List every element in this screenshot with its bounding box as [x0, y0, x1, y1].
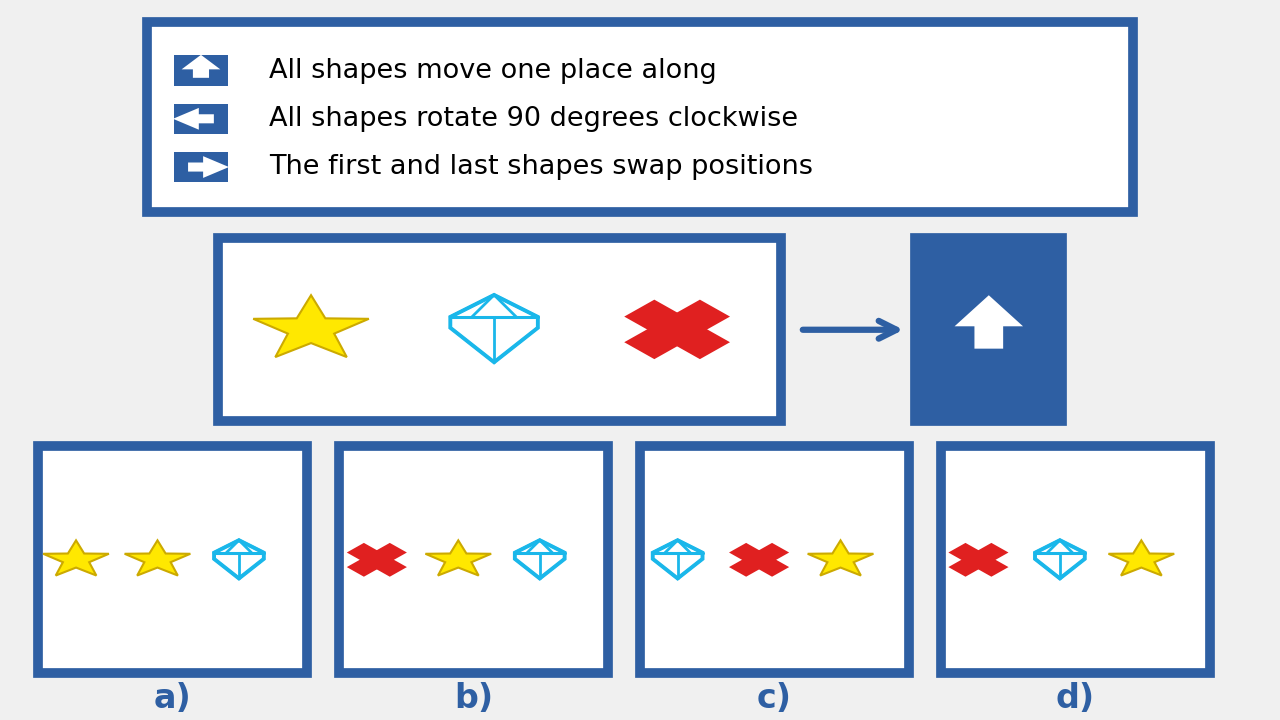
- Polygon shape: [625, 300, 730, 359]
- FancyBboxPatch shape: [218, 238, 781, 421]
- FancyBboxPatch shape: [174, 152, 228, 182]
- FancyBboxPatch shape: [339, 446, 608, 673]
- Text: c): c): [756, 682, 792, 715]
- Polygon shape: [653, 540, 703, 578]
- Polygon shape: [347, 543, 407, 577]
- Polygon shape: [955, 295, 1023, 348]
- FancyBboxPatch shape: [174, 104, 228, 134]
- FancyBboxPatch shape: [915, 238, 1062, 421]
- Text: All shapes rotate 90 degrees clockwise: All shapes rotate 90 degrees clockwise: [269, 106, 797, 132]
- Polygon shape: [347, 543, 407, 577]
- FancyBboxPatch shape: [174, 55, 228, 86]
- Text: b): b): [454, 682, 493, 715]
- FancyBboxPatch shape: [38, 446, 307, 673]
- Polygon shape: [808, 540, 873, 575]
- Polygon shape: [188, 156, 229, 178]
- Polygon shape: [253, 295, 369, 357]
- Polygon shape: [948, 543, 1009, 577]
- Polygon shape: [515, 540, 564, 578]
- Text: d): d): [1056, 682, 1094, 715]
- FancyBboxPatch shape: [941, 446, 1210, 673]
- Polygon shape: [730, 543, 790, 577]
- Polygon shape: [948, 543, 1009, 577]
- Polygon shape: [214, 540, 264, 578]
- Polygon shape: [1036, 540, 1084, 578]
- Polygon shape: [44, 540, 109, 575]
- Text: All shapes move one place along: All shapes move one place along: [269, 58, 717, 84]
- FancyBboxPatch shape: [147, 22, 1133, 212]
- Polygon shape: [625, 300, 730, 359]
- Polygon shape: [124, 540, 191, 575]
- Polygon shape: [425, 540, 492, 575]
- Polygon shape: [451, 295, 538, 362]
- Polygon shape: [182, 55, 220, 78]
- Text: The first and last shapes swap positions: The first and last shapes swap positions: [269, 154, 813, 180]
- FancyBboxPatch shape: [640, 446, 909, 673]
- Text: a): a): [154, 682, 192, 715]
- Polygon shape: [173, 108, 214, 130]
- Polygon shape: [730, 543, 790, 577]
- Polygon shape: [1108, 540, 1174, 575]
